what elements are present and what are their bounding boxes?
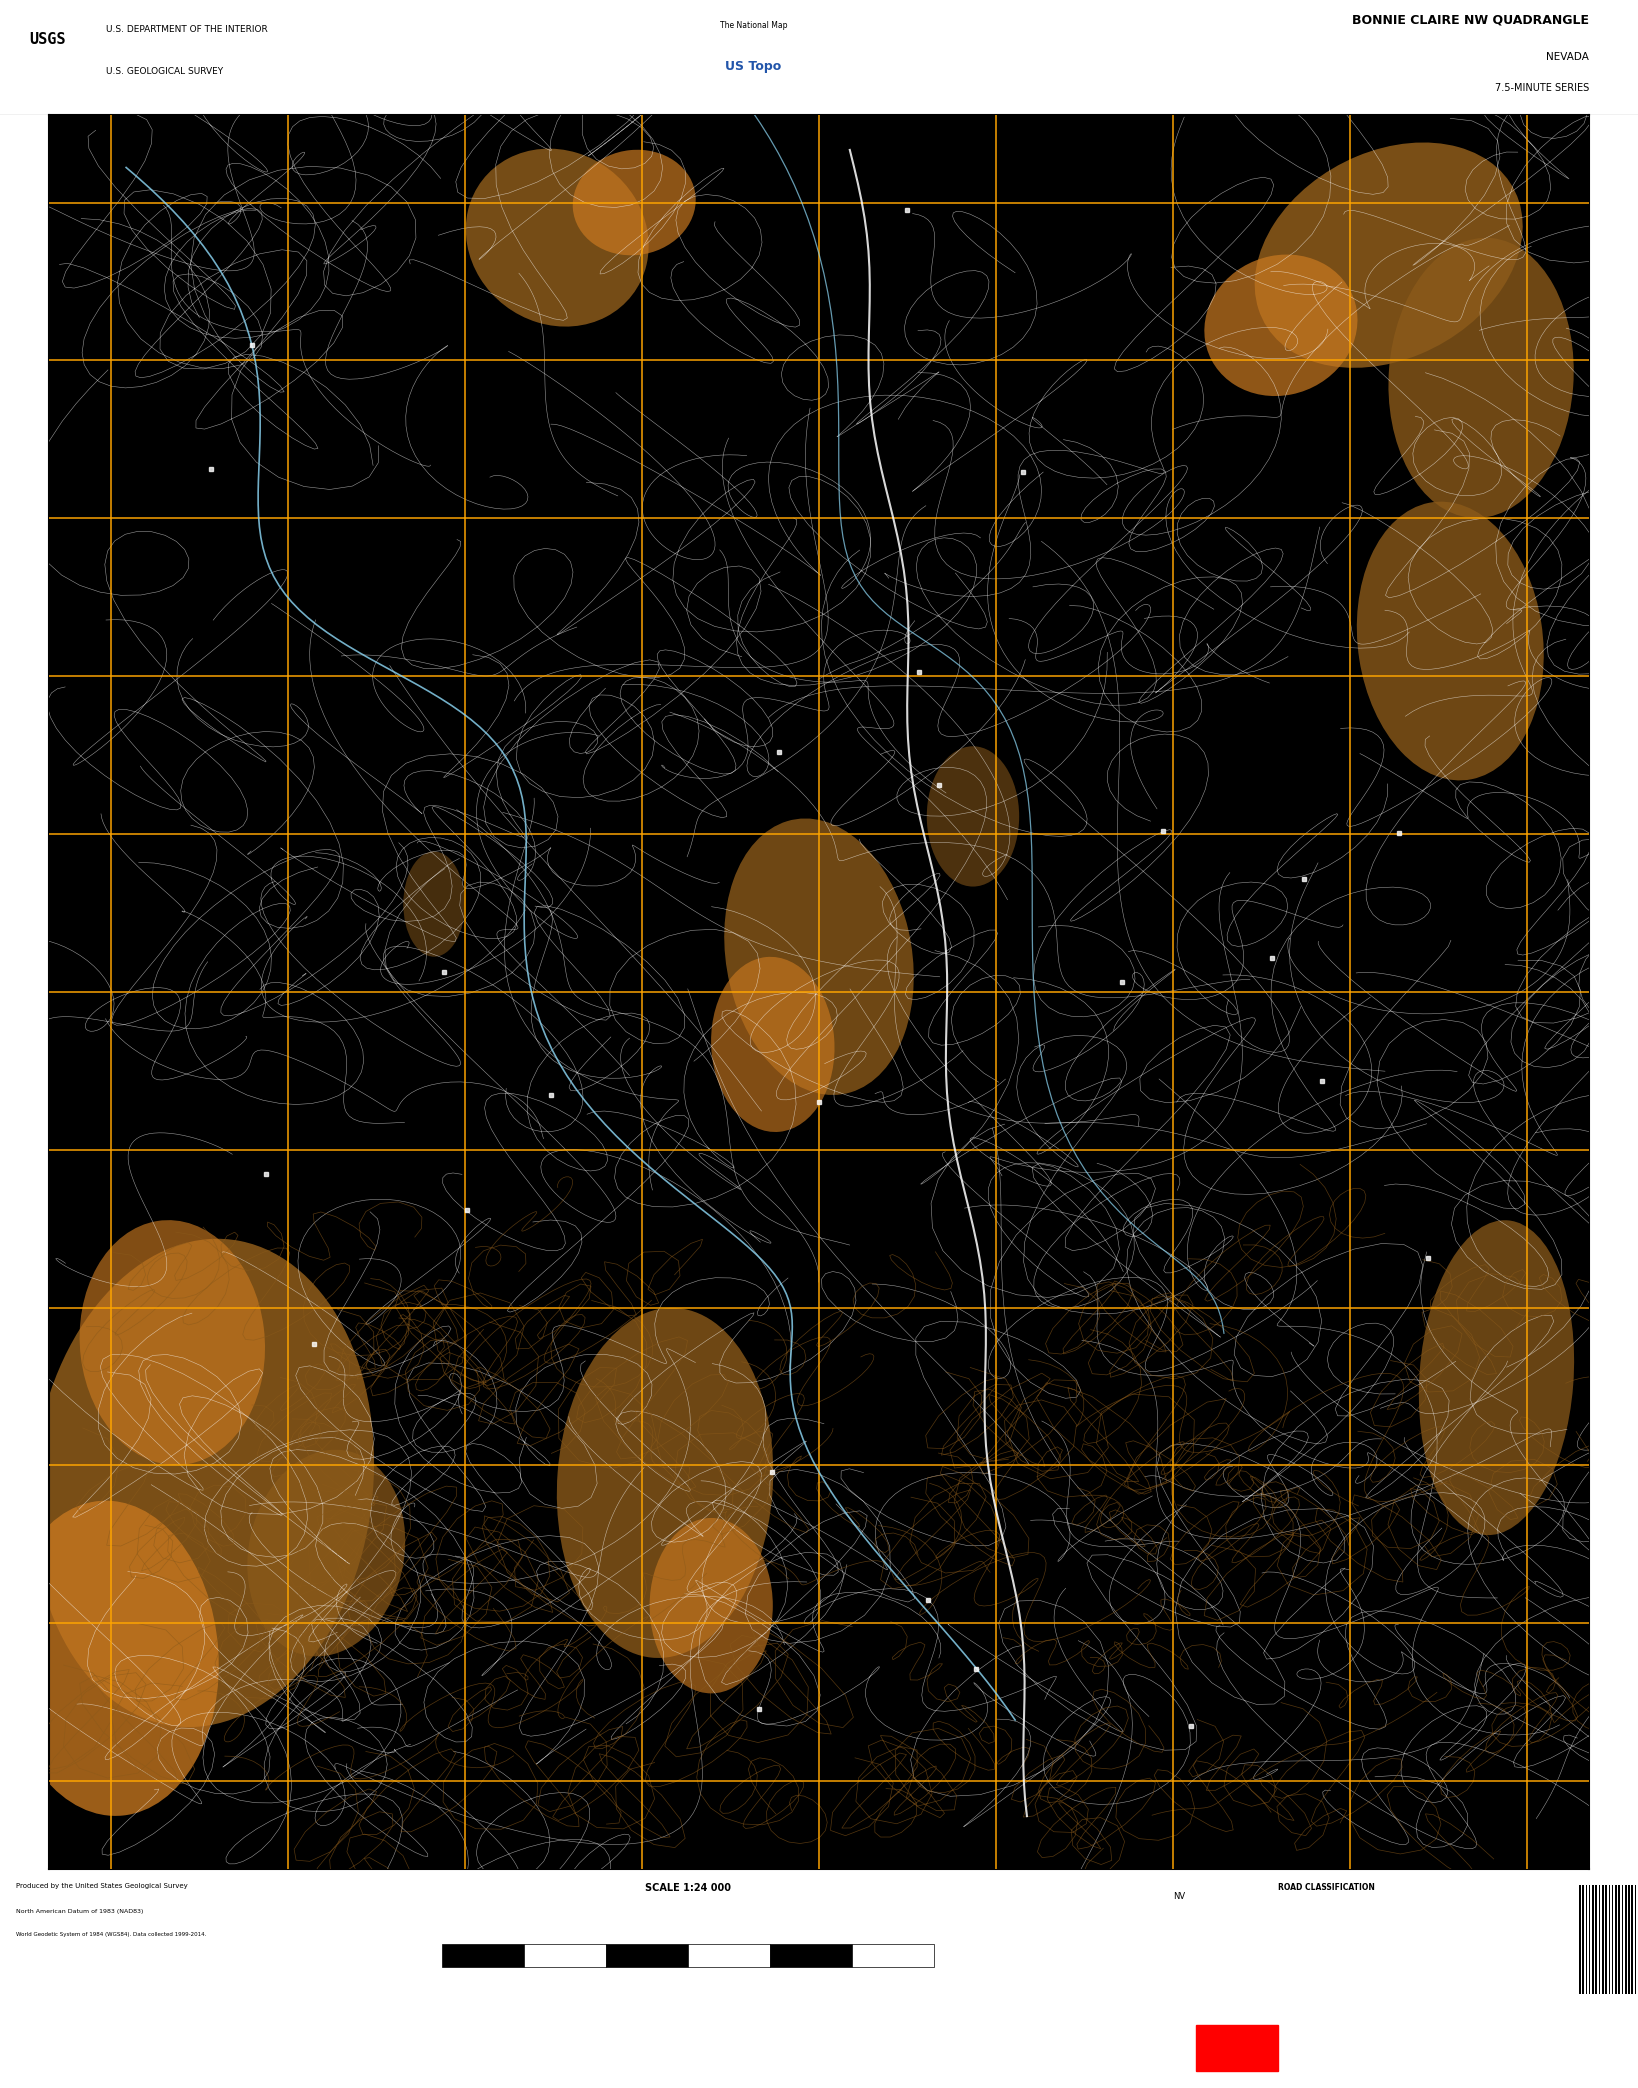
Ellipse shape <box>1389 238 1574 518</box>
Ellipse shape <box>557 1307 773 1658</box>
Text: U.S. DEPARTMENT OF THE INTERIOR: U.S. DEPARTMENT OF THE INTERIOR <box>106 25 269 33</box>
Bar <box>1605 1885 1607 1994</box>
Bar <box>606 1944 688 1967</box>
Text: U.S. GEOLOGICAL SURVEY: U.S. GEOLOGICAL SURVEY <box>106 67 224 75</box>
Bar <box>1622 1885 1623 1994</box>
Ellipse shape <box>3 1501 219 1817</box>
Ellipse shape <box>1255 142 1523 367</box>
Text: US Topo: US Topo <box>726 61 781 73</box>
Ellipse shape <box>247 1449 405 1656</box>
Text: ROAD CLASSIFICATION: ROAD CLASSIFICATION <box>1278 1883 1374 1892</box>
Text: North American Datum of 1983 (NAD83): North American Datum of 1983 (NAD83) <box>16 1908 144 1915</box>
Bar <box>770 1944 852 1967</box>
Ellipse shape <box>927 745 1019 887</box>
Ellipse shape <box>1204 255 1358 397</box>
Text: NEVADA: NEVADA <box>1546 52 1589 63</box>
Ellipse shape <box>573 150 696 255</box>
Bar <box>1582 1885 1584 1994</box>
Ellipse shape <box>711 956 834 1132</box>
Bar <box>688 1944 770 1967</box>
Text: SCALE 1:24 000: SCALE 1:24 000 <box>645 1883 731 1894</box>
Text: Produced by the United States Geological Survey: Produced by the United States Geological… <box>16 1883 188 1890</box>
Ellipse shape <box>80 1219 265 1466</box>
Text: BONNIE CLAIRE NW QUADRANGLE: BONNIE CLAIRE NW QUADRANGLE <box>1351 15 1589 27</box>
Ellipse shape <box>465 148 649 326</box>
Bar <box>1592 1885 1594 1994</box>
Text: 7.5-MINUTE SERIES: 7.5-MINUTE SERIES <box>1494 84 1589 92</box>
Ellipse shape <box>1356 501 1543 781</box>
Bar <box>524 1944 606 1967</box>
Text: USGS: USGS <box>29 31 66 48</box>
Bar <box>442 1944 524 1967</box>
Ellipse shape <box>33 1238 373 1727</box>
Bar <box>852 1944 934 1967</box>
Bar <box>1618 1885 1620 1994</box>
Bar <box>1628 1885 1630 1994</box>
Bar <box>1599 1885 1600 1994</box>
Ellipse shape <box>724 818 914 1094</box>
Bar <box>1615 1885 1617 1994</box>
Ellipse shape <box>650 1518 773 1693</box>
Text: World Geodetic System of 1984 (WGS84). Data collected 1999-2014.: World Geodetic System of 1984 (WGS84). D… <box>16 1931 206 1938</box>
Ellipse shape <box>403 852 465 956</box>
Bar <box>1595 1885 1597 1994</box>
Text: The National Map: The National Map <box>719 21 788 29</box>
Bar <box>1196 2025 1278 2071</box>
Text: NV: NV <box>1173 1892 1186 1900</box>
Ellipse shape <box>1419 1219 1574 1535</box>
